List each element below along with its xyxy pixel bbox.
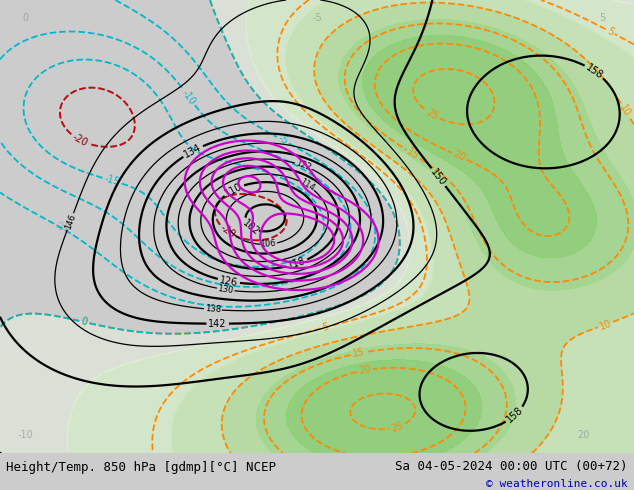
- Text: 15: 15: [405, 147, 421, 162]
- Text: 134: 134: [183, 142, 204, 160]
- Text: 5: 5: [605, 26, 615, 38]
- Text: 122: 122: [295, 159, 313, 173]
- Text: Height/Temp. 850 hPa [gdmp][°C] NCEP: Height/Temp. 850 hPa [gdmp][°C] NCEP: [6, 462, 276, 474]
- Text: 138: 138: [205, 304, 221, 315]
- Text: 0: 0: [80, 317, 88, 328]
- Text: 5: 5: [321, 321, 330, 333]
- Text: -5: -5: [312, 13, 322, 23]
- Text: -20: -20: [70, 131, 89, 148]
- Text: 0: 0: [22, 13, 29, 23]
- Text: 0: 0: [80, 317, 88, 328]
- Text: 114: 114: [297, 177, 316, 193]
- Text: 10: 10: [598, 318, 613, 331]
- Text: 20: 20: [577, 430, 590, 440]
- Text: 20: 20: [358, 364, 372, 376]
- Text: 142: 142: [209, 318, 227, 329]
- Text: -15: -15: [103, 173, 121, 188]
- Text: Sa 04-05-2024 00:00 UTC (00+72): Sa 04-05-2024 00:00 UTC (00+72): [395, 460, 628, 473]
- Text: 126: 126: [219, 275, 239, 288]
- Text: 110: 110: [223, 181, 244, 198]
- Text: -10: -10: [180, 88, 198, 107]
- Text: 102: 102: [240, 218, 261, 237]
- Text: 15: 15: [352, 347, 366, 359]
- Text: 20: 20: [451, 149, 467, 163]
- Text: 118: 118: [287, 256, 307, 271]
- Text: 106: 106: [260, 239, 276, 249]
- Text: 25: 25: [424, 107, 440, 122]
- Text: 5: 5: [599, 13, 605, 23]
- Text: 150: 150: [429, 167, 448, 188]
- Text: © weatheronline.co.uk: © weatheronline.co.uk: [486, 480, 628, 490]
- Text: 158: 158: [584, 62, 605, 81]
- Text: -5: -5: [276, 133, 290, 147]
- Text: 146: 146: [63, 213, 77, 230]
- Text: -20: -20: [218, 223, 236, 240]
- Text: -20: -20: [70, 131, 89, 148]
- Text: 130: 130: [217, 284, 234, 295]
- Text: 158: 158: [505, 405, 525, 425]
- Text: -20: -20: [218, 223, 236, 240]
- Text: 10: 10: [618, 102, 633, 118]
- Text: 25: 25: [390, 420, 404, 434]
- Text: -10: -10: [18, 430, 33, 440]
- Text: -20: -20: [55, 221, 72, 232]
